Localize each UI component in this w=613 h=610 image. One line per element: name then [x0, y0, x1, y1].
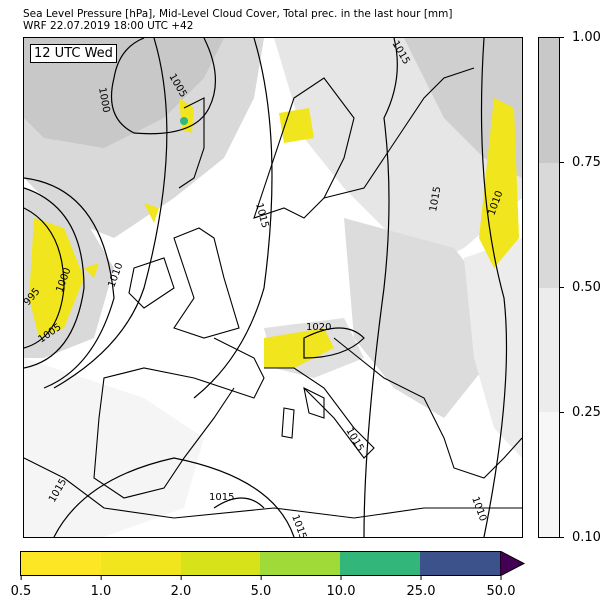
chart-subtitle: WRF 22.07.2019 18:00 UTC +42: [23, 20, 194, 32]
weather-map: 1005 1000 1015 1015 1015 1010 1010 1000 …: [22, 37, 523, 541]
isobar-label: 1015: [428, 186, 443, 213]
isobars: [23, 37, 508, 538]
chart-title: Sea Level Pressure [hPa], Mid-Level Clou…: [23, 8, 453, 20]
cloud-tick: 0.25: [560, 405, 601, 420]
isobar-label: 1020: [306, 322, 331, 333]
cloud-tick: 0.75: [560, 155, 601, 170]
precip-tick: 2.0: [170, 576, 192, 599]
cloud-colorbar-segment: [539, 412, 559, 537]
precip-colorbar-segment: [340, 552, 421, 575]
precip-tick: 10.0: [326, 576, 356, 599]
precip-colorbar-segment: [100, 552, 181, 575]
precip-colorbar-segment: [420, 552, 500, 575]
precip-tick: 1.0: [90, 576, 112, 599]
isobar-label: 1015: [209, 492, 234, 503]
heavy-precip-cell: [180, 117, 188, 125]
time-label: 12 UTC Wed: [30, 44, 117, 63]
precip-colorbar-extend-arrow: [500, 551, 526, 576]
cloud-tick: 0.50: [560, 280, 601, 295]
cloud-tick: 0.10: [560, 530, 601, 545]
isobar-label: 1000: [96, 87, 111, 114]
coastlines: [23, 67, 523, 519]
precip-colorbar-segment: [260, 552, 341, 575]
precip-colorbar-segment: [21, 552, 101, 575]
precip-tick: 50.0: [486, 576, 516, 599]
map-canvas: 1005 1000 1015 1015 1015 1010 1010 1000 …: [22, 37, 523, 541]
precip-tick: 25.0: [406, 576, 436, 599]
precip-colorbar: [20, 551, 501, 576]
cloud-cover: [24, 38, 522, 537]
precip-tick: 0.5: [10, 576, 32, 599]
cloud-cover-colorbar: [538, 37, 560, 538]
precip-tick: 5.0: [250, 576, 272, 599]
cloud-colorbar-segment: [539, 287, 559, 413]
cloud-colorbar-segment: [539, 38, 559, 163]
precip-colorbar-segment: [180, 552, 261, 575]
cloud-tick: 1.00: [560, 30, 601, 45]
cloud-colorbar-segment: [539, 162, 559, 288]
